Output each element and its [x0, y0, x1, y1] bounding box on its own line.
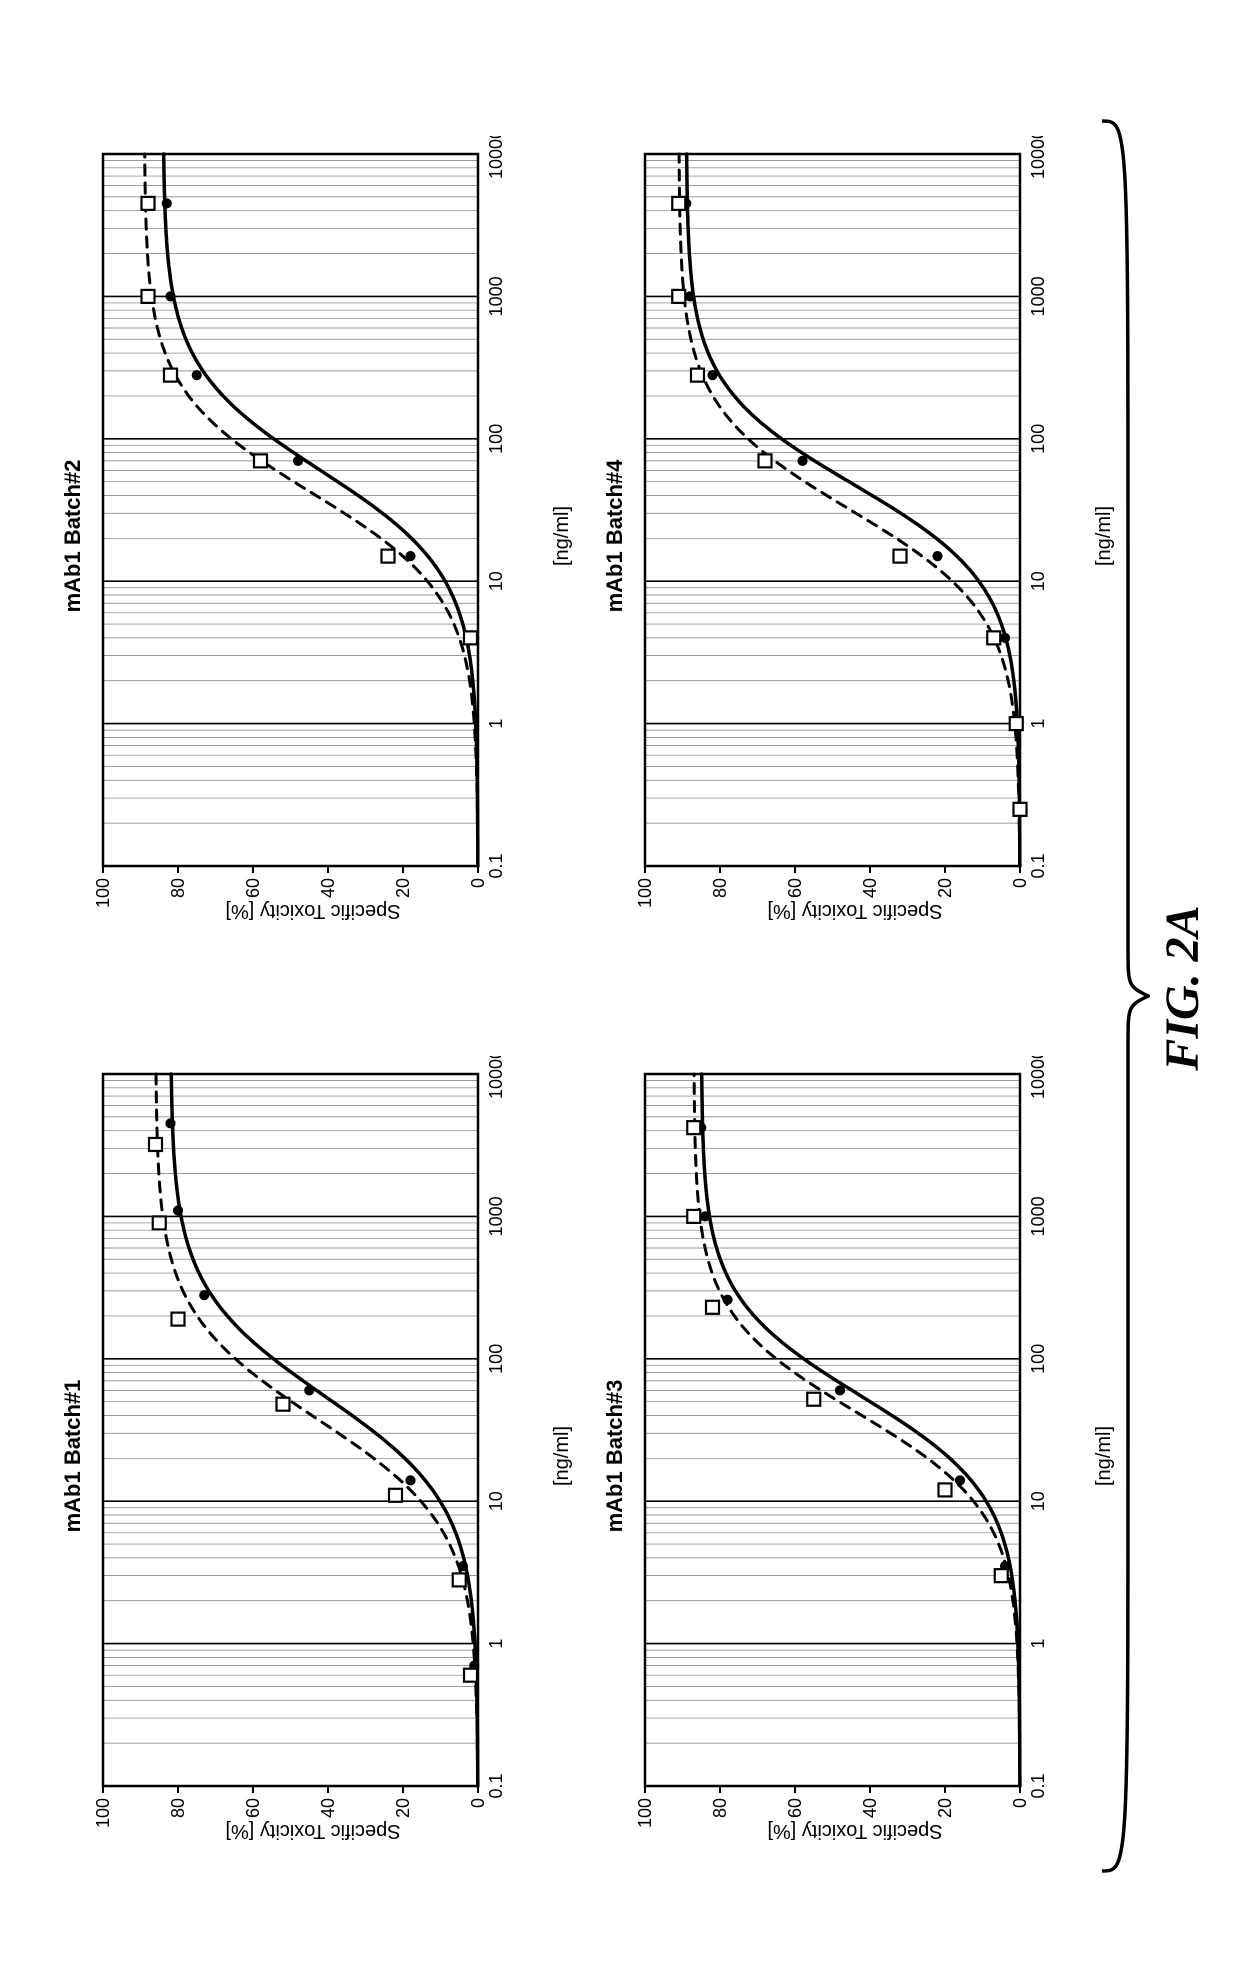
plot-area: Specific Toxicity [%] 0.1110100100010000… — [92, 1056, 534, 1856]
svg-text:40: 40 — [860, 1798, 880, 1818]
svg-text:20: 20 — [393, 1798, 413, 1818]
svg-text:80: 80 — [168, 878, 188, 898]
plot-svg: 0.1 1 10 100 1000 10000 0 20 40 60 80 100 — [634, 1056, 1076, 1856]
y-axis-label: Specific Toxicity [%] — [767, 1819, 942, 1842]
y-axis-label: Specific Toxicity [%] — [225, 1819, 400, 1842]
svg-text:10000: 10000 — [486, 1056, 506, 1099]
plot-svg: 0.1 1 10 100 1000 10000 0 20 40 60 80 100 — [92, 136, 534, 936]
svg-text:40: 40 — [318, 878, 338, 898]
svg-text:60: 60 — [243, 878, 263, 898]
svg-text:0: 0 — [1010, 1798, 1030, 1808]
svg-text:100: 100 — [486, 1344, 506, 1374]
svg-text:100: 100 — [1028, 424, 1048, 454]
svg-text:10: 10 — [1028, 1491, 1048, 1511]
svg-text:80: 80 — [168, 1798, 188, 1818]
svg-text:20: 20 — [935, 1798, 955, 1818]
svg-text:60: 60 — [785, 1798, 805, 1818]
svg-text:40: 40 — [318, 1798, 338, 1818]
svg-text:1: 1 — [1028, 719, 1048, 729]
y-axis-label: Specific Toxicity [%] — [225, 899, 400, 922]
figure-caption: FIG. 2A — [1155, 905, 1210, 1070]
plot-area: Specific Toxicity [%] 0.1110100100010000… — [92, 136, 534, 936]
svg-text:10000: 10000 — [1028, 1056, 1048, 1099]
svg-text:1000: 1000 — [486, 1196, 506, 1236]
svg-text:60: 60 — [243, 1798, 263, 1818]
x-axis-label: [ng/ml] — [551, 1426, 574, 1486]
svg-text:1000: 1000 — [1028, 1196, 1048, 1236]
svg-text:1000: 1000 — [486, 276, 506, 316]
panel-batch2: mAb1 Batch#2 Specific Toxicity [%] 0.1 1 1… — [60, 136, 532, 936]
plot-svg: 0.1 1 10 100 1000 10000 0 20 40 60 80 100 — [92, 1056, 534, 1856]
x-axis-label: [ng/ml] — [551, 506, 574, 566]
svg-text:20: 20 — [393, 878, 413, 898]
panel-title: mAb1 Batch#4 — [602, 136, 628, 936]
svg-text:20: 20 — [935, 878, 955, 898]
rotated-content: mAb1 Batch#1 Specific Toxicity [%] 0.1 1 1… — [0, 0, 1240, 1976]
plot-svg: 0.1 1 10 100 1000 10000 0 20 40 60 80 100 — [634, 136, 1076, 936]
svg-text:0: 0 — [468, 878, 488, 888]
svg-text:100: 100 — [486, 424, 506, 454]
panel-batch1: mAb1 Batch#1 Specific Toxicity [%] 0.1 1 1… — [60, 1056, 532, 1856]
svg-text:10: 10 — [1028, 571, 1048, 591]
svg-text:10: 10 — [486, 1491, 506, 1511]
panel-batch3: mAb1 Batch#3 Specific Toxicity [%] 0.1 1 1… — [602, 1056, 1074, 1856]
page: mAb1 Batch#1 Specific Toxicity [%] 0.1 1 1… — [0, 0, 1240, 1976]
svg-text:40: 40 — [860, 878, 880, 898]
panel-batch4: mAb1 Batch#4 Specific Toxicity [%] 0.1 1 1… — [602, 136, 1074, 936]
svg-text:60: 60 — [785, 878, 805, 898]
svg-text:10000: 10000 — [486, 136, 506, 179]
svg-text:10000: 10000 — [1028, 136, 1048, 179]
svg-text:0.1: 0.1 — [1028, 853, 1048, 878]
svg-text:1000: 1000 — [1028, 276, 1048, 316]
panel-title: mAb1 Batch#1 — [60, 1056, 86, 1856]
svg-text:100: 100 — [635, 1798, 655, 1828]
y-axis-label: Specific Toxicity [%] — [767, 899, 942, 922]
svg-text:0.1: 0.1 — [486, 853, 506, 878]
svg-text:0: 0 — [1010, 878, 1030, 888]
svg-text:10: 10 — [486, 571, 506, 591]
figure-brace — [1100, 116, 1150, 1876]
svg-text:100: 100 — [93, 1798, 113, 1828]
svg-text:1: 1 — [486, 719, 506, 729]
svg-text:80: 80 — [710, 878, 730, 898]
svg-text:1: 1 — [1028, 1639, 1048, 1649]
panel-title: mAb1 Batch#2 — [60, 136, 86, 936]
plot-area: Specific Toxicity [%] 0.1110100100010000… — [634, 136, 1076, 936]
svg-text:100: 100 — [93, 878, 113, 908]
panel-title: mAb1 Batch#3 — [602, 1056, 628, 1856]
svg-text:80: 80 — [710, 1798, 730, 1818]
svg-text:0: 0 — [468, 1798, 488, 1808]
svg-text:0.1: 0.1 — [486, 1773, 506, 1798]
svg-text:0.1: 0.1 — [1028, 1773, 1048, 1798]
svg-text:100: 100 — [1028, 1344, 1048, 1374]
chart-grid-2x2: mAb1 Batch#1 Specific Toxicity [%] 0.1 1 1… — [60, 136, 1060, 1856]
svg-text:100: 100 — [635, 878, 655, 908]
svg-text:1: 1 — [486, 1639, 506, 1649]
plot-area: Specific Toxicity [%] 0.1110100100010000… — [634, 1056, 1076, 1856]
